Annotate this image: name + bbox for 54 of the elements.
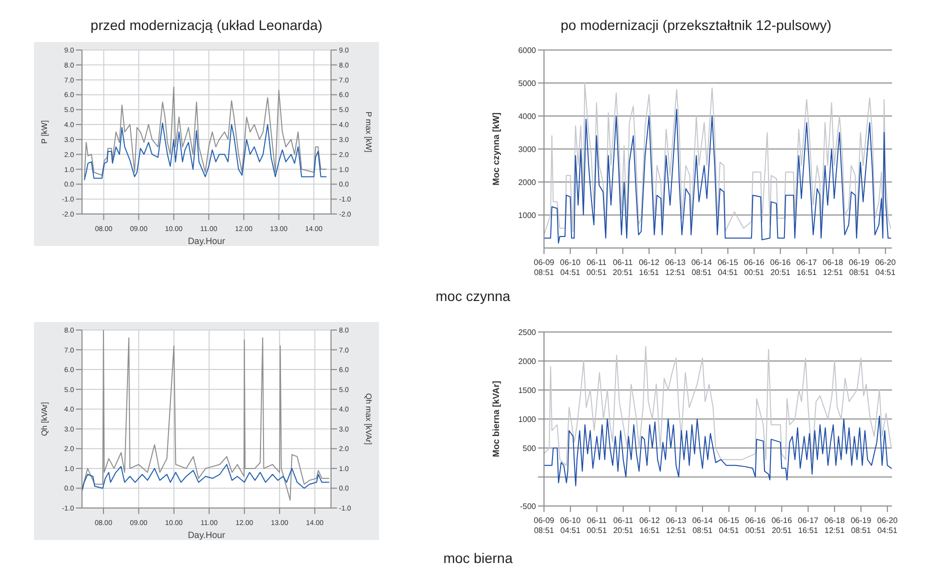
x-tick-label: 06-16 00:51 [745, 516, 766, 535]
y-tick-label: 1500 [518, 386, 537, 395]
x-tick-label: 06-17 16:51 [798, 516, 819, 535]
x-tick-label: 06-19 08:51 [850, 516, 872, 535]
x-tick-label: 06-18 12:51 [824, 516, 846, 535]
y-tick-label: 1000 [518, 414, 537, 424]
x-tick-label: 06-17 16:51 [796, 258, 818, 277]
y-tick-label: 2000 [518, 178, 537, 187]
x-tick-label: 06-11 00:51 [586, 258, 608, 277]
y-axis-title: Moc bierna [kVAr] [491, 380, 502, 458]
x-tick-label: 06-16 20:51 [770, 258, 792, 277]
text: moc czynna [434, 288, 512, 304]
y-tick-label: 1000 [518, 210, 537, 220]
x-tick-label: 06-09 08:51 [534, 516, 555, 535]
y-axis-title: Qh [kVAr] [40, 402, 49, 436]
x-tick-label: 06-16 00:51 [744, 258, 765, 277]
x-tick-label: 06-11 20:51 [613, 516, 634, 535]
x-tick-label: 06-19 08:51 [848, 258, 870, 277]
y-tick-label: 2500 [518, 328, 537, 337]
y-tick-label: 5000 [518, 78, 537, 88]
x-tick-label: 06-10 04:51 [560, 258, 582, 277]
x-tick-label: 06-20 04:51 [875, 258, 896, 277]
y-tick-label: 500 [522, 444, 537, 453]
y2-axis-title: P max [kW] [364, 112, 374, 152]
y-tick-label: 4000 [518, 112, 537, 121]
text: moc bierna [442, 550, 514, 566]
x-tick-label: 06-11 20:51 [612, 258, 634, 277]
chart-title: po modernizacji (przekształtnik 12-pulsowy) [560, 16, 832, 35]
x-tick-label: 06-14 08:51 [692, 516, 714, 535]
y-axis-title: Moc czynna [kW] [491, 112, 502, 186]
y-tick-label: 6000 [518, 46, 537, 55]
x-tick-label: 06-11 00:51 [586, 516, 608, 535]
x-tick-label: 06-09 08:51 [534, 258, 555, 277]
x-tick-label: 06-14 08:51 [691, 258, 712, 277]
x-tick-label: 06-15 04:51 [718, 258, 739, 277]
x-tick-label: 06-12 16:51 [638, 258, 660, 277]
x-tick-label: 06-15 04:51 [718, 516, 740, 535]
y-tick-label: 2000 [518, 356, 537, 366]
x-tick-label: 06-12 16:51 [639, 516, 660, 535]
chart-title: przed modernizacją (układ Leonarda) [90, 16, 324, 35]
x-tick-label: 06-10 04:51 [560, 516, 582, 535]
line-series [82, 464, 330, 491]
x-tick-label: 06-16 20:51 [771, 516, 792, 535]
line-series [84, 122, 327, 180]
y-axis-title: P [kW] [40, 120, 49, 144]
x-tick-label: 06-20 04:51 [877, 516, 898, 535]
x-tick-label: 06-18 12:51 [822, 258, 844, 277]
x-axis-title: Day.Hour [188, 530, 226, 540]
y-tick-label: -500 [520, 502, 537, 511]
y-tick-label: 3000 [518, 144, 537, 154]
y2-axis-title: Qh max [kVAr] [364, 393, 374, 445]
x-tick-label: 06-13 12:51 [665, 258, 686, 277]
x-axis-title: Day.Hour [188, 236, 226, 246]
x-tick-label: 06-13 12:51 [666, 516, 687, 535]
